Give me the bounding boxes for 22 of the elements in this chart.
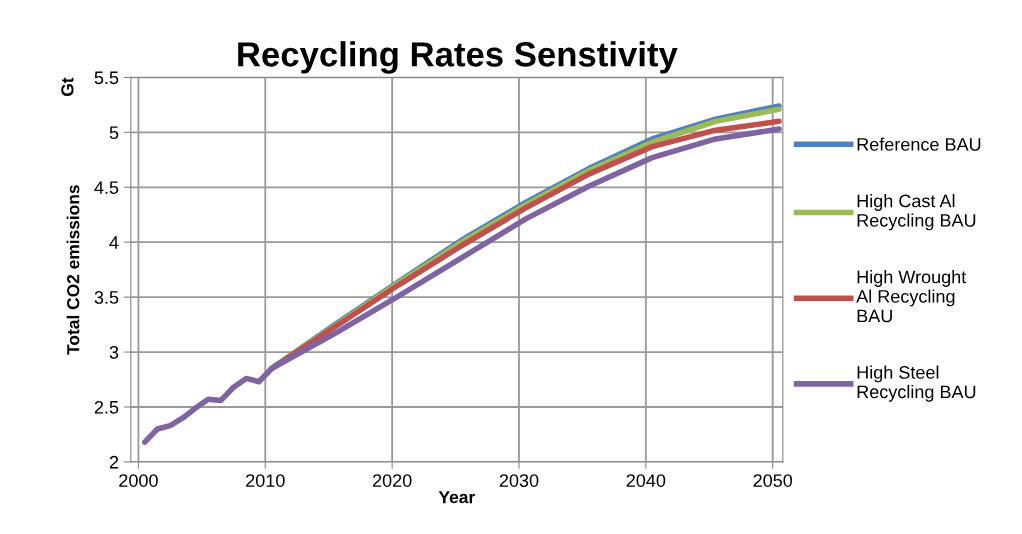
x-axis-title: Year [438, 491, 475, 504]
y-axis-title: Total CO2 emissions [66, 185, 80, 355]
y-tick-label: 4 [109, 236, 119, 249]
x-tick-label: 2010 [246, 474, 285, 487]
legend-label: High Wrought Al Recycling BAU [856, 270, 967, 323]
x-tick-label: 2050 [753, 474, 793, 487]
y-tick-label: 3.5 [94, 291, 119, 304]
y-tick-label: 2.5 [94, 400, 119, 414]
legend-label: High Steel Recycling BAU [857, 365, 976, 402]
x-tick-label: 2000 [119, 474, 158, 487]
x-tick-label: 2020 [372, 474, 412, 487]
y-tick-label: 4.5 [94, 181, 119, 194]
y-tick-label: 2 [109, 455, 119, 469]
legend-label: Reference BAU [857, 137, 981, 151]
y-tick-label: 3 [109, 345, 119, 359]
y-tick-label: 5.5 [94, 71, 119, 85]
text: Gt [61, 77, 74, 96]
legend-label: High Cast Al Recycling BAU [857, 194, 976, 231]
y-tick-label: 5 [109, 126, 119, 140]
x-tick-label: 2030 [499, 474, 539, 487]
x-tick-label: 2040 [626, 474, 666, 487]
chart-title: Recycling Rates Senstivity [238, 41, 678, 74]
